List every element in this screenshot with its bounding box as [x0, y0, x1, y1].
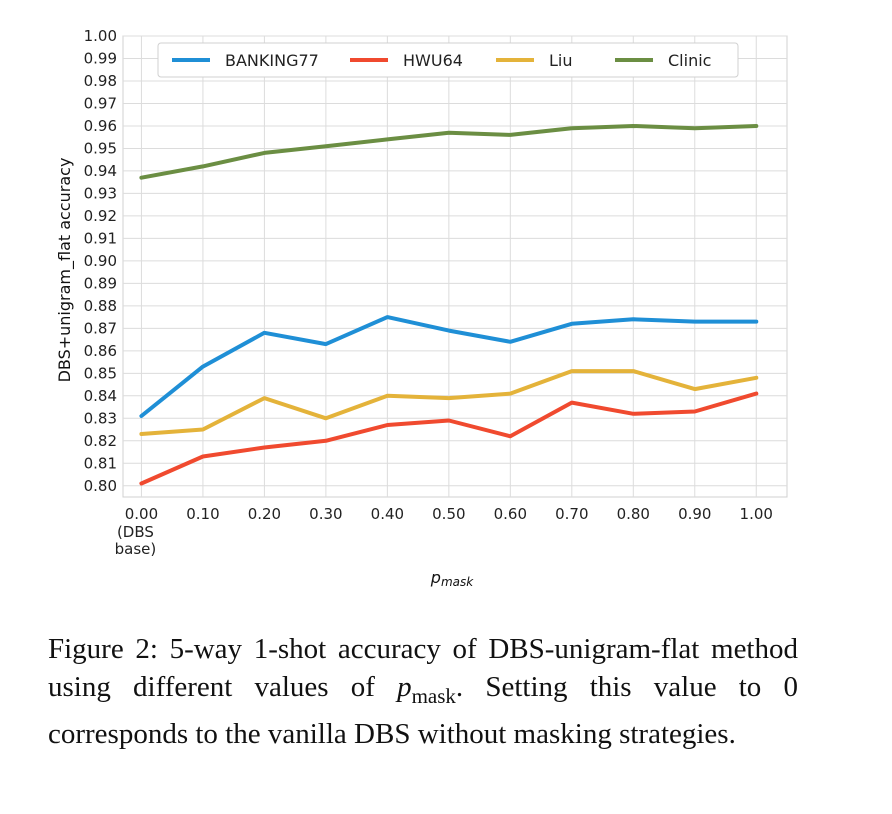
x-tick-label: 0.20 [248, 505, 281, 523]
y-tick-label: 0.93 [84, 184, 117, 202]
y-tick-label: 0.80 [84, 477, 117, 495]
plot-frame [122, 35, 788, 498]
caption-suffix: . Setting this value to 0 corresponds to… [48, 671, 798, 750]
y-tick-label: 0.86 [84, 342, 117, 360]
legend-label-clinic: Clinic [668, 51, 711, 70]
x-tick-label: 0.90 [678, 505, 711, 523]
y-tick-label: 0.89 [84, 274, 117, 292]
y-tick-label: 0.84 [84, 387, 117, 405]
x-axis-label-base: p [430, 568, 441, 587]
caption-math-sub: mask [411, 683, 456, 708]
series-line-hwu64 [139, 391, 759, 486]
y-tick-label: 0.99 [84, 49, 117, 67]
legend-label-banking77: BANKING77 [225, 51, 319, 70]
x-tick-label: 0.40 [371, 505, 404, 523]
y-axis-ticks: 0.80 0.81 0.82 0.83 0.84 0.85 0.86 0.87 0.88 0.89… [84, 27, 117, 495]
y-tick-label: 0.97 [84, 94, 117, 112]
x-tick-label-extra: (DBS [117, 523, 154, 541]
y-tick-label: 0.94 [84, 162, 117, 180]
x-tick-label-extra: base) [115, 540, 157, 558]
grid [123, 35, 787, 497]
x-tick-label: 1.00 [740, 505, 773, 523]
line-chart: 0.80 0.81 0.82 0.83 0.84 0.85 0.86 0.87 0.88 0.89… [55, 27, 788, 589]
x-tick-label: 0.50 [432, 505, 465, 523]
x-axis-label: pmask [430, 568, 474, 589]
caption-math: pmask [397, 671, 456, 708]
x-axis-label-sub: mask [441, 575, 474, 589]
series-line-liu [139, 369, 759, 436]
y-tick-label: 0.98 [84, 72, 117, 90]
y-tick-label: 0.82 [84, 432, 117, 450]
y-tick-label: 0.95 [84, 139, 117, 157]
x-tick-label: 0.10 [186, 505, 219, 523]
x-tick-label: 0.70 [555, 505, 588, 523]
legend-label-liu: Liu [549, 51, 573, 70]
y-tick-label: 0.87 [84, 319, 117, 337]
x-tick-label: 0.30 [309, 505, 342, 523]
y-tick-label: 0.83 [84, 409, 117, 427]
figure-caption: Figure 2: 5-way 1-shot accuracy of DBS-u… [48, 630, 798, 753]
y-tick-label: 0.90 [84, 252, 117, 270]
plot-area [122, 35, 788, 498]
legend: BANKING77 HWU64 Liu Clinic [157, 42, 739, 78]
y-tick-label: 1.00 [84, 27, 117, 45]
y-tick-label: 0.85 [84, 364, 117, 382]
legend-label-hwu64: HWU64 [403, 51, 463, 70]
series-lines [139, 124, 759, 486]
y-tick-label: 0.96 [84, 117, 117, 135]
x-tick-label: 0.60 [494, 505, 527, 523]
series-line-clinic [139, 124, 759, 180]
y-tick-label: 0.81 [84, 454, 117, 472]
y-tick-label: 0.88 [84, 297, 117, 315]
series-line-banking77 [139, 315, 759, 418]
legend-box [157, 42, 739, 78]
y-tick-label: 0.91 [84, 229, 117, 247]
y-tick-label: 0.92 [84, 207, 117, 225]
y-axis-label: DBS+unigram_flat accuracy [55, 158, 75, 383]
x-tick-label: 0.80 [617, 505, 650, 523]
caption-math-base: p [397, 671, 412, 703]
x-tick-label: 0.00 [125, 505, 158, 523]
caption-prefix: Figure 2: 5-way 1-shot accuracy of DBS-u… [48, 633, 798, 703]
